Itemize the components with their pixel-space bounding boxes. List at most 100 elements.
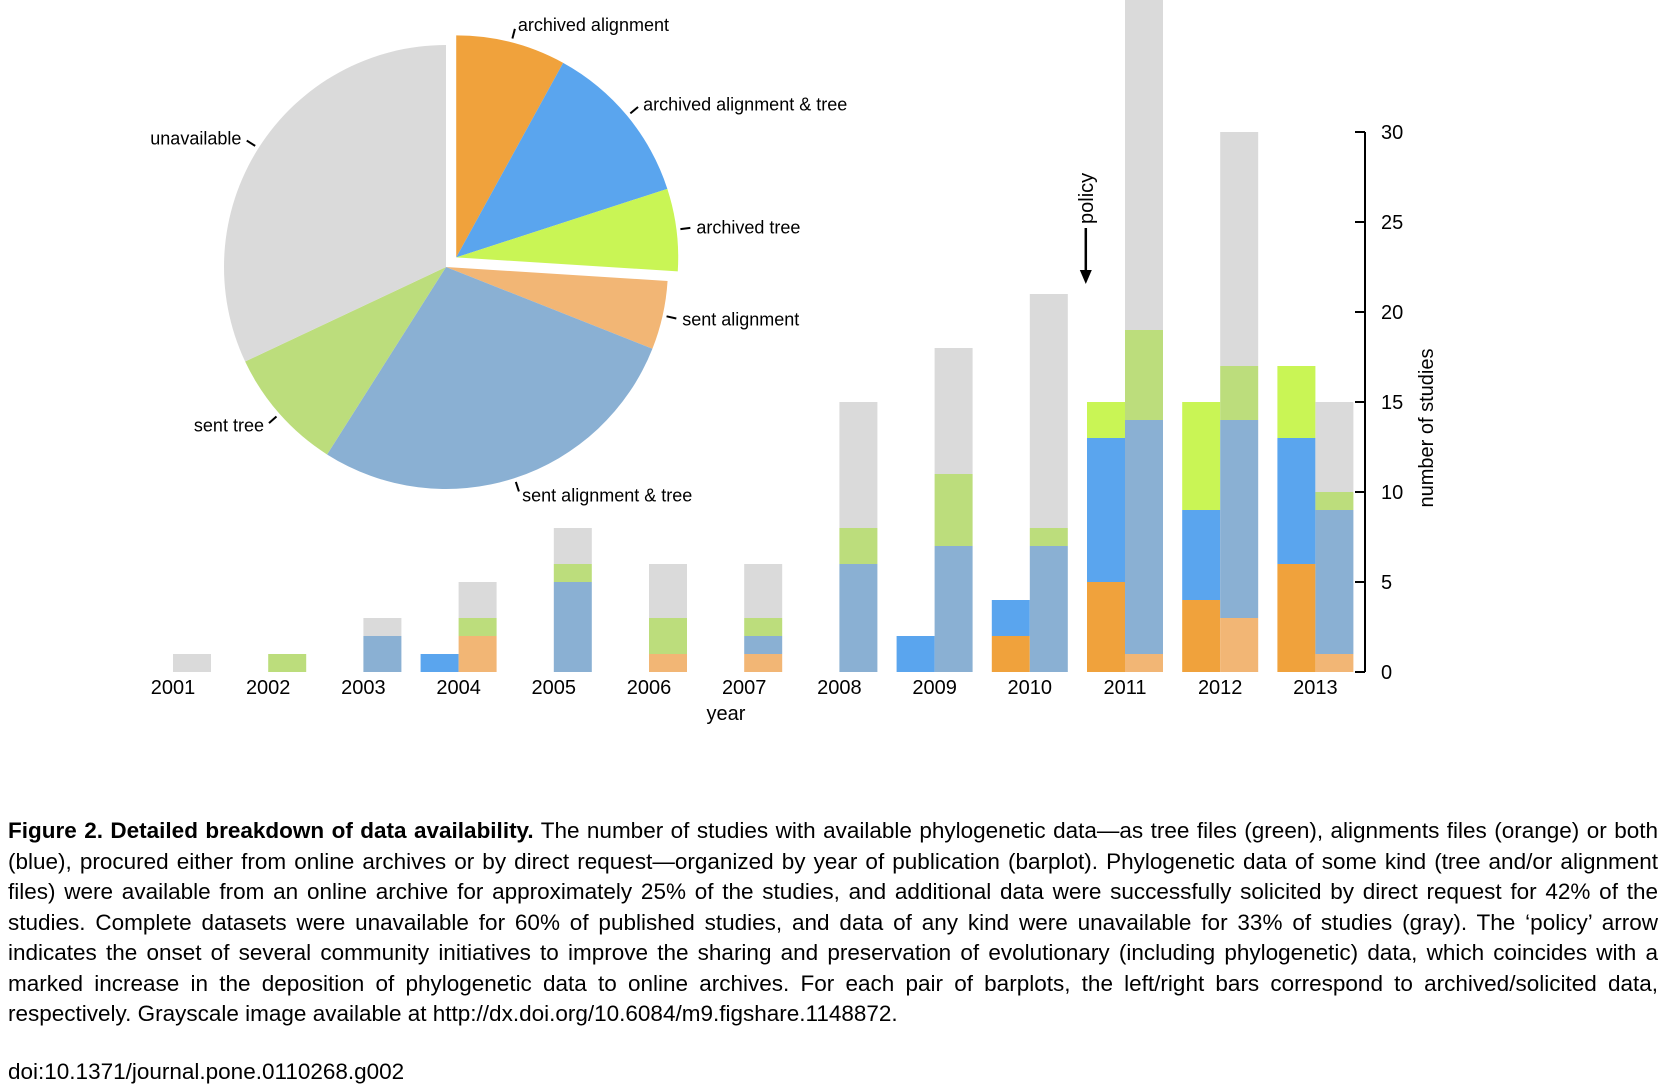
caption-text: The number of studies with available phy…: [8, 818, 1658, 1026]
x-tick-label-2005: 2005: [532, 677, 577, 699]
bar-2009-sent-tree: [934, 474, 973, 546]
y-tick-label-5: 5: [1381, 572, 1392, 594]
x-tick-label-2001: 2001: [151, 677, 196, 699]
x-tick-label-2009: 2009: [912, 677, 957, 699]
policy-arrow-head: [1079, 270, 1092, 284]
bar-2012-sent-tree: [1220, 366, 1259, 420]
x-tick-label-2003: 2003: [341, 677, 386, 699]
y-axis-title: number of studies: [1416, 349, 1438, 508]
bar-2013-sent-tree: [1315, 492, 1354, 510]
bar-2004-sent-alignment: [458, 636, 497, 672]
figure-2-chart: archived alignment archived alignment & t…: [150, 0, 1438, 725]
pie-label-unavailable: unavailable: [150, 128, 241, 148]
caption-title: Figure 2. Detailed breakdown of data ava…: [8, 818, 534, 843]
pie-leader-sent-alignment-and-tree: [514, 481, 520, 492]
bar-2012-sent-alignment: [1220, 618, 1259, 672]
pie-slice-archived-alignment: [456, 35, 564, 258]
x-tick-label-2008: 2008: [817, 677, 862, 699]
bar-2013-archived-tree: [1277, 366, 1316, 438]
pie-slice-unavailable: [223, 45, 446, 362]
y-tick-label-0: 0: [1381, 662, 1392, 684]
x-tick-label-2006: 2006: [627, 677, 672, 699]
bar-2006-sent-alignment: [649, 654, 687, 672]
bar-2009-sent-alignment-tree: [934, 546, 973, 672]
bar-2013-unavailable: [1315, 402, 1354, 492]
bar-2012-sent-alignment-tree: [1220, 420, 1259, 618]
y-tick-label-20: 20: [1381, 302, 1403, 324]
pie-slice-sent-alignment-and-tree: [327, 267, 653, 489]
x-tick-label-2013: 2013: [1293, 677, 1338, 699]
pie-chart: archived alignment archived alignment & t…: [150, 15, 847, 505]
pie-label-archived-tree: archived tree: [696, 217, 800, 237]
bar-2012-archived-tree: [1182, 402, 1221, 510]
x-tick-label-2004: 2004: [436, 677, 481, 699]
pie-slice-archived-alignment-and-tree: [456, 62, 668, 258]
policy-label: policy: [1076, 173, 1098, 224]
bar-2012-archived-alignment-tree: [1182, 510, 1221, 600]
bar-2009-archived-alignment-tree: [896, 636, 935, 672]
x-axis-title: year: [707, 703, 746, 725]
pie-slice-sent-alignment: [446, 267, 668, 349]
bar-2005-unavailable: [553, 528, 592, 564]
figure-caption: Figure 2. Detailed breakdown of data ava…: [8, 816, 1658, 1030]
bar-2004-archived-alignment-tree: [420, 654, 459, 672]
bar-2010-unavailable: [1029, 294, 1068, 528]
bar-2010-sent-tree: [1029, 528, 1068, 546]
bar-2007-sent-tree: [744, 618, 783, 636]
pie-slice-archived-tree: [456, 188, 679, 272]
bar-2004-sent-tree: [458, 618, 497, 636]
caption-doi: doi:10.1371/journal.pone.0110268.g002: [8, 1059, 405, 1084]
bar-2012-unavailable: [1220, 132, 1259, 366]
bar-2011-archived-tree: [1087, 402, 1125, 438]
bar-2007-sent-alignment: [744, 654, 783, 672]
y-tick-label-15: 15: [1381, 392, 1403, 414]
pie-leader-sent-alignment: [666, 315, 677, 320]
policy-annotation: policy: [1076, 173, 1098, 284]
bar-2011-archived-alignment: [1087, 582, 1125, 672]
bar-2004-unavailable: [458, 582, 497, 618]
bar-2011-unavailable: [1125, 0, 1163, 330]
bar-2011-sent-alignment-tree: [1125, 420, 1163, 654]
bar-2009-unavailable: [934, 348, 973, 474]
bar-2008-unavailable: [839, 402, 878, 528]
bar-2010-sent-alignment-tree: [1029, 546, 1068, 672]
bar-2013-archived-alignment-tree: [1277, 438, 1316, 564]
bar-2010-archived-alignment: [991, 636, 1030, 672]
pie-label-sent-tree: sent tree: [194, 416, 264, 436]
x-tick-label-2011: 2011: [1103, 677, 1146, 699]
bar-2005-sent-tree: [553, 564, 592, 582]
y-axis: 0 5 10 15 20 25 30 number of studies: [1355, 122, 1438, 684]
bar-2010-archived-alignment-tree: [991, 600, 1030, 636]
bar-2011-sent-tree: [1125, 330, 1163, 420]
bar-2002-sent-tree: [268, 654, 307, 672]
bar-2008-sent-tree: [839, 528, 878, 564]
bar-2003-sent-alignment-tree: [363, 636, 402, 672]
pie-slice-sent-tree: [245, 267, 446, 455]
bar-2003-unavailable: [363, 618, 402, 636]
pie-leader-archived-tree: [680, 226, 691, 231]
y-tick-label-10: 10: [1381, 482, 1403, 504]
pie-label-archived-alignment-and-tree: archived alignment & tree: [643, 94, 847, 114]
bar-2005-sent-alignment-tree: [553, 582, 592, 672]
bar-2011-sent-alignment: [1125, 654, 1163, 672]
x-tick-label-2010: 2010: [1008, 677, 1053, 699]
stacked-bar-chart: [173, 0, 1354, 672]
x-tick-label-2007: 2007: [722, 677, 767, 699]
x-tick-label-2012: 2012: [1198, 677, 1243, 699]
pie-label-sent-alignment: sent alignment: [682, 309, 799, 329]
bar-2006-sent-tree: [649, 618, 687, 654]
pie-leader-sent-tree: [268, 415, 278, 424]
bar-2013-archived-alignment: [1277, 564, 1316, 672]
bar-2013-sent-alignment-tree: [1315, 510, 1354, 654]
bar-2012-archived-alignment: [1182, 600, 1221, 672]
bar-2001-unavailable: [173, 654, 211, 672]
y-tick-label-25: 25: [1381, 212, 1403, 234]
x-axis: 2001 2002 2003 2004 2005 2006 2007 2008 2009 2010…: [151, 677, 1338, 725]
pie-label-sent-alignment-and-tree: sent alignment & tree: [522, 485, 692, 505]
y-tick-label-30: 30: [1381, 122, 1403, 144]
pie-leader-unavailable: [246, 139, 256, 147]
pie-label-archived-alignment: archived alignment: [518, 15, 669, 35]
x-tick-label-2002: 2002: [246, 677, 291, 699]
bar-2007-sent-alignment-tree: [744, 636, 783, 654]
bar-2013-sent-alignment: [1315, 654, 1354, 672]
